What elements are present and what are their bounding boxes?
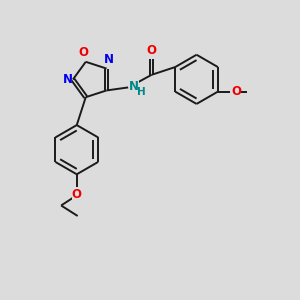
Text: O: O xyxy=(78,46,88,59)
Text: H: H xyxy=(136,87,145,97)
Text: N: N xyxy=(103,53,114,66)
Text: O: O xyxy=(146,44,157,57)
Text: O: O xyxy=(72,188,82,201)
Text: O: O xyxy=(231,85,242,98)
Text: N: N xyxy=(129,80,139,93)
Text: N: N xyxy=(62,73,73,86)
